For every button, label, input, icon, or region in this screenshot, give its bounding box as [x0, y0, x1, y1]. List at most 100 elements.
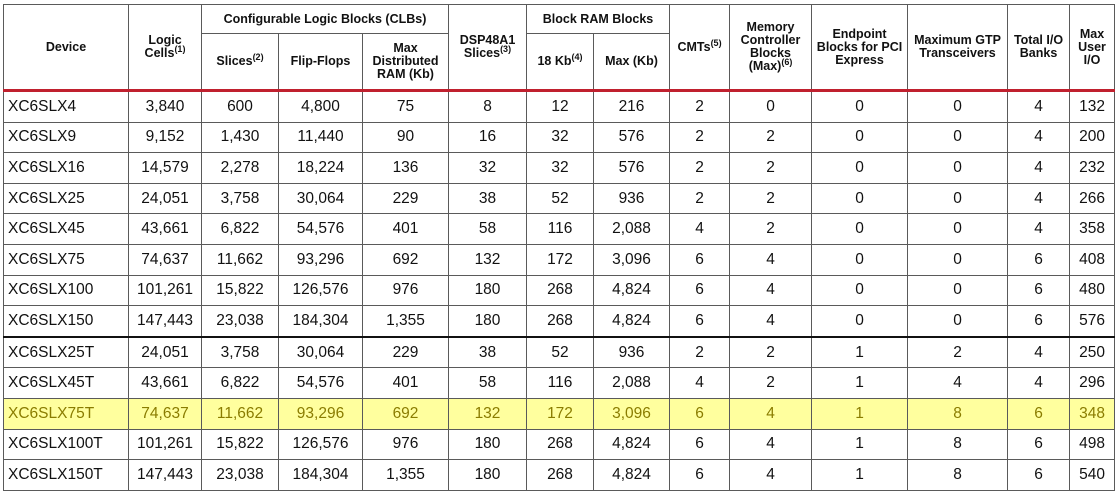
cell-flip-flops: 184,304: [278, 459, 363, 491]
cell-max-distributed-ram: 1,355: [362, 459, 449, 491]
cell-cmts: 6: [669, 397, 731, 430]
cell-flip-flops: 54,576: [278, 367, 363, 399]
cell-memory-controller: 0: [729, 90, 813, 123]
cell-device: XC6SLX4: [3, 90, 129, 123]
cell-logic-cells: 43,661: [128, 367, 202, 399]
cell-slices: 6,822: [201, 367, 279, 399]
cell-dsp-slices: 16: [448, 121, 527, 154]
table-row: XC6SLX75 74,637 11,662 93,296 692 132 172 3,096…: [3, 243, 1116, 276]
cell-logic-cells: 24,051: [128, 182, 202, 215]
cell-max-user-io: 200: [1069, 121, 1116, 154]
cell-max-user-io: 250: [1069, 335, 1116, 369]
cell-gtp-transceivers: 0: [907, 121, 1009, 154]
cell-memory-controller: 4: [729, 397, 813, 430]
cell-io-banks: 4: [1007, 121, 1071, 154]
cell-io-banks: 6: [1007, 274, 1071, 307]
cell-bram-18kb: 52: [526, 335, 594, 369]
table-row: XC6SLX150T 147,443 23,038 184,304 1,355 180 26…: [3, 459, 1116, 491]
cell-bram-18kb: 268: [526, 305, 594, 338]
header-bram-group: Block RAM Blocks: [525, 4, 671, 34]
cell-max-user-io: 480: [1069, 274, 1116, 307]
cell-bram-max: 576: [592, 152, 671, 184]
table-row: XC6SLX45T 43,661 6,822 54,576 401 58 116 2,088 4…: [3, 367, 1116, 399]
cell-gtp-transceivers: 0: [907, 152, 1009, 184]
cell-flip-flops: 4,800: [278, 90, 363, 123]
spartan6-device-table: Device Logic Cells(1) Configurable Logic…: [3, 4, 1116, 491]
cell-bram-max: 3,096: [592, 397, 671, 430]
cell-max-user-io: 576: [1069, 305, 1116, 338]
cell-memory-controller: 2: [729, 152, 813, 184]
cell-pcie-endpoints: 1: [811, 367, 909, 399]
cell-cmts: 2: [669, 182, 731, 215]
cell-slices: 3,758: [201, 335, 279, 369]
cell-dsp-slices: 180: [448, 428, 527, 461]
cell-flip-flops: 18,224: [278, 152, 363, 184]
table-row: XC6SLX100T 101,261 15,822 126,576 976 180 268 4…: [3, 428, 1116, 461]
cell-bram-max: 936: [592, 182, 671, 215]
cell-logic-cells: 101,261: [128, 274, 202, 307]
cell-flip-flops: 54,576: [278, 213, 363, 245]
cell-memory-controller: 2: [729, 182, 813, 215]
cell-slices: 23,038: [201, 459, 279, 491]
cell-pcie-endpoints: 0: [811, 121, 909, 154]
cell-pcie-endpoints: 1: [811, 428, 909, 461]
cell-flip-flops: 184,304: [278, 305, 363, 338]
table-row: XC6SLX25 24,051 3,758 30,064 229 38 52 936 2 2 0 0 4…: [3, 182, 1116, 215]
cell-logic-cells: 3,840: [128, 90, 202, 123]
cell-bram-18kb: 32: [526, 152, 594, 184]
cell-bram-max: 4,824: [592, 459, 671, 491]
cell-pcie-endpoints: 1: [811, 459, 909, 491]
header-device: Device: [3, 4, 129, 92]
cell-max-user-io: 498: [1069, 428, 1116, 461]
cell-logic-cells: 147,443: [128, 305, 202, 338]
cell-bram-18kb: 52: [526, 182, 594, 215]
cell-slices: 23,038: [201, 305, 279, 338]
cell-device: XC6SLX16: [3, 152, 129, 184]
cell-device: XC6SLX100: [3, 274, 129, 307]
header-bram-18kb: 18 Kb(4): [526, 33, 594, 92]
cell-pcie-endpoints: 0: [811, 152, 909, 184]
cell-cmts: 6: [669, 274, 731, 307]
cell-bram-max: 216: [592, 90, 671, 123]
cell-gtp-transceivers: 0: [907, 274, 1009, 307]
cell-max-user-io: 232: [1069, 152, 1116, 184]
cell-gtp-transceivers: 0: [907, 305, 1009, 338]
cell-logic-cells: 74,637: [128, 397, 202, 430]
cell-bram-max: 2,088: [592, 367, 671, 399]
cell-max-distributed-ram: 692: [362, 397, 449, 430]
header-pcie-endpoints: Endpoint Blocks for PCI Express: [811, 4, 909, 92]
table-row: XC6SLX9 9,152 1,430 11,440 90 16 32 576 2 2 0 0 4 200: [3, 121, 1116, 154]
cell-slices: 15,822: [201, 428, 279, 461]
cell-dsp-slices: 132: [448, 397, 527, 430]
cell-bram-max: 4,824: [592, 305, 671, 338]
cell-dsp-slices: 32: [448, 152, 527, 184]
cell-max-user-io: 348: [1069, 397, 1116, 430]
cell-pcie-endpoints: 0: [811, 182, 909, 215]
cell-slices: 11,662: [201, 397, 279, 430]
header-max-distributed-ram: Max Distributed RAM (Kb): [362, 33, 449, 92]
cell-cmts: 4: [669, 367, 731, 399]
cell-dsp-slices: 180: [448, 305, 527, 338]
cell-max-distributed-ram: 401: [362, 213, 449, 245]
header-io-banks: Total I/O Banks: [1007, 4, 1071, 92]
cell-max-user-io: 266: [1069, 182, 1116, 215]
cell-io-banks: 4: [1007, 182, 1071, 215]
cell-pcie-endpoints: 0: [811, 90, 909, 123]
cell-bram-max: 936: [592, 335, 671, 369]
cell-device: XC6SLX45: [3, 213, 129, 245]
cell-cmts: 2: [669, 335, 731, 369]
cell-pcie-endpoints: 0: [811, 305, 909, 338]
cell-bram-max: 2,088: [592, 213, 671, 245]
cell-dsp-slices: 180: [448, 459, 527, 491]
cell-gtp-transceivers: 0: [907, 213, 1009, 245]
table-row: XC6SLX100 101,261 15,822 126,576 976 180 268 4,…: [3, 274, 1116, 307]
cell-pcie-endpoints: 0: [811, 243, 909, 276]
cell-pcie-endpoints: 1: [811, 335, 909, 369]
cell-max-distributed-ram: 229: [362, 335, 449, 369]
cell-slices: 600: [201, 90, 279, 123]
cell-bram-18kb: 268: [526, 274, 594, 307]
table-row: XC6SLX75T 74,637 11,662 93,296 692 132 172 3,09…: [3, 397, 1116, 430]
cell-bram-18kb: 172: [526, 397, 594, 430]
cell-gtp-transceivers: 0: [907, 90, 1009, 123]
cell-device: XC6SLX150: [3, 305, 129, 338]
